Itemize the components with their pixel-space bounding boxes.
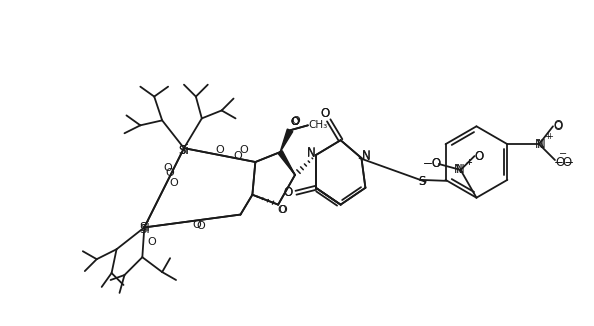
Text: O: O xyxy=(283,186,293,199)
Text: O: O xyxy=(290,117,299,127)
Text: O: O xyxy=(290,117,299,127)
Text: O: O xyxy=(196,221,205,231)
Text: O: O xyxy=(292,116,301,126)
Text: N: N xyxy=(456,163,465,176)
Text: O: O xyxy=(283,186,293,199)
Text: O: O xyxy=(553,119,563,132)
Text: Si: Si xyxy=(179,144,189,156)
Text: +: + xyxy=(466,158,472,167)
Text: N: N xyxy=(537,138,545,151)
Text: N: N xyxy=(535,138,544,151)
Text: +: + xyxy=(546,132,553,141)
Text: N: N xyxy=(362,149,371,162)
Text: O: O xyxy=(475,150,484,163)
Text: O: O xyxy=(290,117,299,127)
Text: +: + xyxy=(466,158,472,167)
Text: −O: −O xyxy=(422,157,441,170)
Text: O: O xyxy=(278,205,286,215)
Text: O: O xyxy=(148,237,157,247)
Text: O: O xyxy=(192,220,201,230)
Text: N: N xyxy=(307,146,315,158)
Text: N: N xyxy=(362,150,371,163)
Text: S: S xyxy=(418,175,425,188)
Text: O−: O− xyxy=(555,156,574,169)
Polygon shape xyxy=(278,151,295,175)
Text: Si: Si xyxy=(139,221,150,234)
Text: O: O xyxy=(164,163,172,173)
Text: O: O xyxy=(215,145,224,155)
Text: O: O xyxy=(279,205,287,215)
Polygon shape xyxy=(280,129,293,152)
Text: O: O xyxy=(166,168,175,178)
Text: S: S xyxy=(418,175,425,188)
Text: −O: −O xyxy=(554,156,573,169)
Text: O: O xyxy=(475,150,484,163)
Text: +: + xyxy=(544,132,551,141)
Text: N: N xyxy=(454,163,463,176)
Text: −: − xyxy=(559,149,567,159)
Text: CH₃: CH₃ xyxy=(308,120,327,130)
Text: N: N xyxy=(307,147,315,160)
Text: −O: −O xyxy=(422,157,441,170)
Text: O: O xyxy=(239,145,248,155)
Text: Si: Si xyxy=(139,223,150,236)
Text: O: O xyxy=(320,107,330,120)
Text: O: O xyxy=(320,107,330,120)
Text: O: O xyxy=(290,117,299,127)
Text: O: O xyxy=(233,151,242,161)
Text: Si: Si xyxy=(179,144,189,156)
Text: O: O xyxy=(553,120,563,133)
Text: O: O xyxy=(170,178,178,188)
